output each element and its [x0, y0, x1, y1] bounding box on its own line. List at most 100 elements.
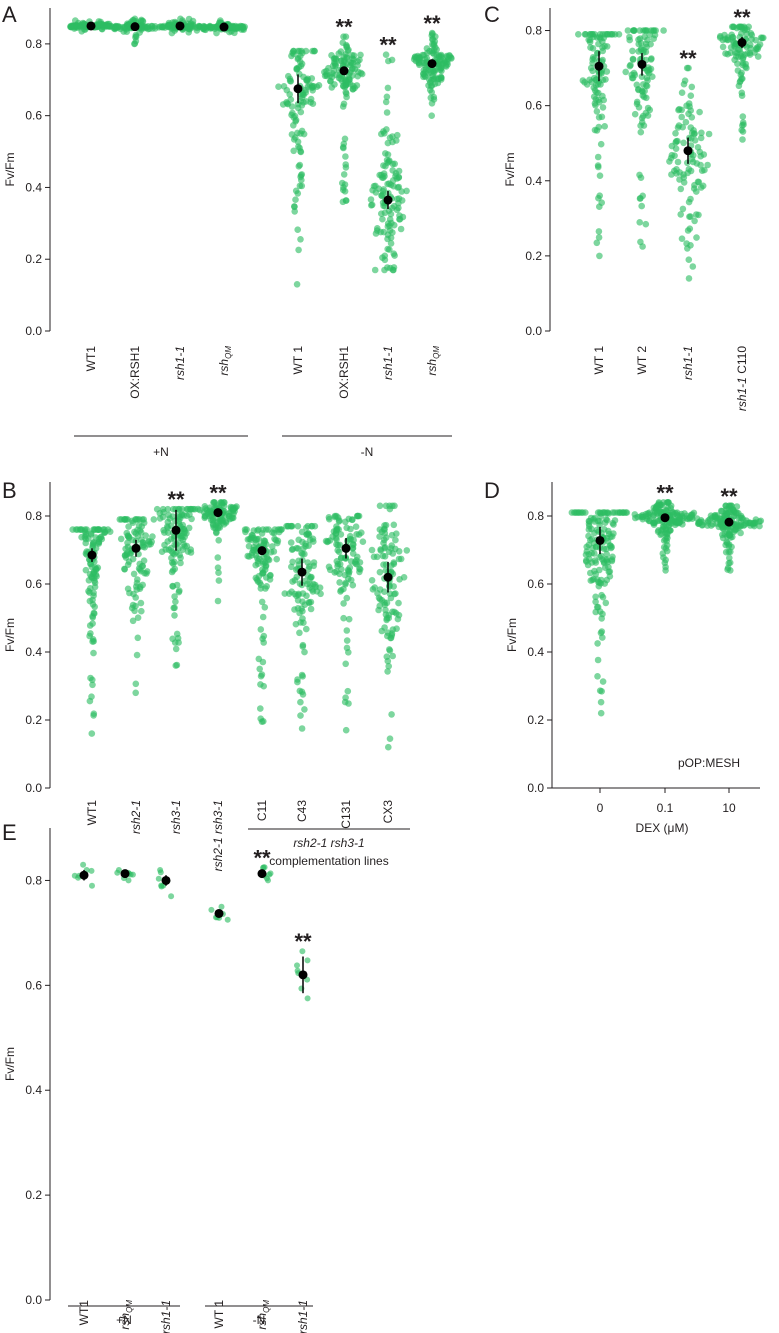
panel-b-point-c43-47 — [307, 605, 315, 613]
panel-e-ytick-label-0: 0.0 — [25, 1293, 42, 1307]
panel-b-point-rsh3-1-108 — [170, 560, 177, 568]
panel-d-mean-0-1 — [660, 513, 670, 523]
panel-a-point-mn-rsh1-1-13 — [387, 240, 395, 247]
panel-c-point-wt-1-90 — [597, 81, 604, 88]
panel-c-point-rsh1-1-99 — [675, 106, 682, 114]
panel-a-ytick-label-1: 0.2 — [25, 252, 42, 266]
panel-e-ytick-label-3: 0.6 — [25, 978, 42, 992]
panel-e-star-mn-rsh1-1: ** — [294, 929, 312, 954]
panel-a-point-mn-wt-1-109 — [280, 83, 288, 90]
panel-c-point-rsh1-1-0 — [685, 275, 693, 282]
panel-b-point-rsh3-1-103 — [169, 567, 177, 574]
panel-b-point-wt1-85 — [89, 636, 97, 643]
panel-b-mean-cx3 — [383, 572, 393, 582]
panel-c-point-wt-2-92 — [636, 195, 644, 202]
panel-a-point-mn-rsh1-1-66 — [367, 196, 375, 203]
panel-b-point-rsh2-1-rsh3-1-88 — [209, 517, 216, 524]
panel-d-annotation: pOP:MESH — [678, 756, 740, 770]
panel-e-point-pn-wt1-3 — [88, 867, 95, 874]
panel-d-ytick-label-3: 0.6 — [527, 577, 544, 591]
panel-b-point-c11-72 — [269, 543, 276, 550]
panel-c-point-rsh1-1-81 — [681, 77, 689, 84]
panel-b-point-c43-93 — [294, 522, 302, 530]
panel-b-point-c11-81 — [260, 682, 268, 690]
panel-a-mean-mn-rsh1-1 — [383, 195, 393, 205]
panel-c-point-wt-1-98 — [606, 31, 614, 38]
panel-b-point-c131-10 — [344, 687, 352, 695]
panel-b-point-rsh3-1-87 — [180, 512, 188, 519]
panel-b-xlabel-rsh2-1: rsh2-1 — [129, 800, 143, 834]
panel-a-xlabel-mn-ox-rsh1: OX:RSH1 — [337, 346, 351, 399]
panel-b-point-c11-60 — [257, 626, 265, 633]
panel-d-point-0-144 — [587, 536, 594, 544]
panel-a-point-mn-rshqm-111 — [421, 61, 429, 69]
panel-a-point-pn-ox-rsh1-88 — [116, 23, 124, 31]
panel-b-point-cx3-93 — [386, 646, 393, 653]
panel-d-point-0-85 — [603, 545, 610, 553]
panel-a-point-mn-wt-1-100 — [298, 127, 306, 135]
panel-b-point-rsh3-1-93 — [172, 645, 180, 653]
panel-b-point-c131-107 — [334, 560, 342, 568]
panel-d-point-0-110 — [596, 521, 603, 529]
panel-e-point-mn-wt-1-0 — [224, 916, 231, 923]
panel-d-point-10-113 — [726, 554, 733, 562]
panel-d-point-0-1-134 — [689, 515, 696, 522]
panel-c-point-wt-1-37 — [595, 228, 603, 235]
panel-a-ylabel: Fv/Fm — [3, 153, 17, 187]
panel-b-point-cx3-106 — [380, 539, 387, 547]
panel-d-point-0-117 — [607, 533, 614, 541]
panel-c-point-rsh1-1-34 — [673, 170, 680, 177]
panel-a-point-pn-ox-rsh1-81 — [139, 17, 146, 25]
panel-b-point-c43-90 — [295, 590, 302, 598]
panel-b-point-c131-90 — [345, 700, 352, 707]
panel-c-point-wt-1-99 — [598, 70, 605, 77]
panel-d-point-0-118 — [568, 509, 576, 516]
panel-b-point-c131-85 — [331, 513, 339, 521]
panel-b-point-rsh2-1-rsh3-1-51 — [214, 554, 222, 561]
panel-b-point-cx3-65 — [390, 521, 398, 529]
panel-b-point-cx3-85 — [386, 735, 394, 742]
panel-c-point-wt-2-21 — [637, 128, 645, 136]
panel-a-point-mn-rsh1-1-43 — [384, 245, 392, 253]
panel-b-point-rsh3-1-43 — [171, 604, 178, 612]
panel-d-point-0-1-121 — [637, 513, 644, 520]
panel-b-point-c43-71 — [291, 606, 298, 613]
panel-c-point-wt-1-75 — [593, 127, 601, 134]
panel-a-mean-mn-ox-rsh1 — [339, 66, 349, 76]
panel-b-point-c131-41 — [347, 525, 354, 533]
panel-b-yaxis: 0.0 0.2 0.4 0.6 0.8 Fv/Fm — [3, 482, 51, 795]
panel-e-mean-mn-rsh1-1 — [298, 970, 308, 980]
panel-a-point-mn-rshqm-112 — [431, 67, 439, 75]
panel-a-star-mn-ox-rsh1: ** — [335, 15, 353, 40]
panel-c-point-rsh1-1-c110-0 — [739, 136, 746, 143]
panel-b-point-wt1-100 — [89, 542, 97, 550]
panel-b-point-wt1-64 — [69, 526, 76, 533]
panel-a-point-mn-ox-rsh1-110 — [332, 62, 339, 70]
panel-b-point-c43-73 — [292, 620, 300, 628]
panel-e-point-mn-rsh1-1-2 — [304, 957, 311, 964]
panel-b-point-c11-102 — [256, 555, 263, 563]
panel-d-point-10-83 — [735, 514, 743, 522]
panel-c-point-rsh1-1-31 — [697, 134, 705, 142]
panel-b-point-c43-40 — [303, 625, 310, 633]
panel-c-xlabel-wt-1: WT 1 — [592, 346, 606, 375]
panel-c-point-wt-1-77 — [615, 31, 623, 38]
panel-d-point-0-64 — [592, 593, 599, 601]
panel-c-mean-rsh1-1 — [683, 146, 693, 156]
panel-c-stars: ** ** — [679, 5, 751, 71]
panel-a-point-mn-ox-rsh1-113 — [356, 56, 363, 64]
panel-d-xlabels: 0 0.1 10 — [597, 801, 736, 815]
panel-e-star-mn-rshqm: ** — [253, 845, 271, 870]
panel-c-ytick-label-1: 0.2 — [525, 249, 542, 263]
panel-a-point-mn-ox-rsh1-104 — [342, 88, 350, 96]
panel-b-point-c131-68 — [349, 581, 357, 589]
panel-b-point-cx3-53 — [383, 653, 391, 660]
panel-e-xlabel-mn-wt-1: WT 1 — [212, 1300, 226, 1329]
panel-a-point-mn-ox-rsh1-24 — [340, 33, 347, 40]
panel-b-point-cx3-68 — [388, 531, 396, 539]
panel-a-point-mn-wt-1-107 — [297, 108, 305, 116]
panel-b-point-c43-97 — [299, 615, 306, 622]
panel-c-point-wt-1-79 — [599, 56, 606, 64]
panel-e-point-mn-wt-1-1 — [218, 903, 225, 910]
panel-b-point-c43-84 — [304, 559, 312, 566]
